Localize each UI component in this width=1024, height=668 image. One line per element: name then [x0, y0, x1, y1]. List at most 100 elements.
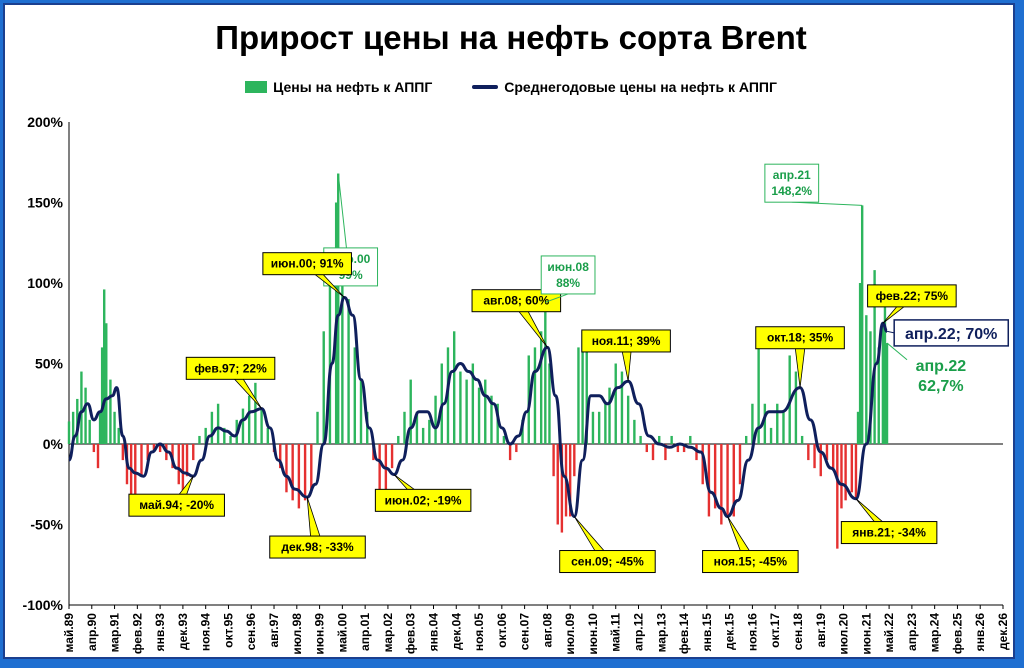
bar — [390, 444, 394, 469]
bar — [146, 444, 149, 461]
bar — [67, 421, 71, 444]
annotation-box — [269, 535, 366, 559]
bar — [98, 411, 102, 444]
x-tick-label: дек.15 — [723, 613, 737, 650]
bar — [614, 363, 617, 444]
bar — [769, 427, 773, 444]
x-tick-label: апр.01 — [358, 613, 372, 651]
bar — [508, 444, 512, 461]
bar — [651, 444, 655, 461]
bar — [819, 444, 822, 477]
bar — [198, 435, 201, 444]
bar — [100, 347, 104, 444]
bar — [604, 403, 607, 444]
annotation-box — [867, 284, 957, 308]
bar — [597, 411, 601, 444]
bar — [223, 427, 226, 444]
x-tick-label: май.89 — [62, 613, 76, 653]
annotation-box — [893, 319, 1010, 347]
bar — [71, 411, 75, 444]
x-tick-label: дек.04 — [449, 613, 463, 650]
bar — [471, 363, 475, 444]
bar — [831, 444, 835, 469]
x-tick-label: июл.98 — [290, 613, 304, 655]
bar — [152, 444, 156, 453]
x-tick-label: окт.06 — [495, 613, 509, 648]
bar — [856, 411, 860, 444]
y-tick-label: 0% — [43, 436, 64, 452]
bar — [782, 411, 785, 444]
x-tick-label: дек.26 — [996, 613, 1010, 650]
bar — [751, 403, 754, 444]
bar — [836, 444, 839, 549]
x-tick-label: ноя.16 — [745, 613, 759, 651]
bar — [247, 395, 251, 444]
bar — [96, 444, 100, 469]
bar — [585, 347, 588, 444]
annotation-label: фев.22; 75% — [876, 289, 949, 303]
bar — [813, 444, 816, 469]
x-tick-label: апр.90 — [85, 613, 99, 651]
annotation-label: июн.02; -19% — [385, 493, 462, 507]
bar — [88, 419, 91, 444]
bar — [873, 270, 876, 444]
bar — [241, 408, 245, 444]
legend-swatch-line — [472, 85, 499, 89]
bar — [291, 444, 294, 501]
y-tick-label: -100% — [23, 597, 64, 613]
bar — [745, 435, 748, 444]
annotation-label: 62,7% — [918, 378, 963, 395]
chart-legend: Цены на нефть к АППГ Среднегодовые цены … — [5, 79, 1017, 95]
bar — [254, 382, 257, 444]
x-tick-label: мар.91 — [108, 613, 122, 653]
bar — [465, 379, 468, 444]
bar — [633, 419, 636, 444]
annotation-label: апр.22; 70% — [905, 326, 997, 343]
annotation-label: 88% — [556, 276, 580, 290]
bar — [720, 444, 723, 525]
annotation-box — [540, 255, 596, 295]
bar — [776, 403, 779, 444]
annotation-box — [581, 329, 671, 353]
bar — [881, 323, 885, 444]
x-tick-label: мар.24 — [928, 613, 942, 653]
bar — [515, 444, 518, 453]
bar — [113, 411, 116, 444]
bar — [92, 444, 96, 453]
bar — [204, 427, 207, 444]
bar — [158, 444, 162, 453]
annotation-label: авг.08; 60% — [483, 294, 549, 308]
annotation-label: май.94; -20% — [139, 498, 214, 512]
x-tick-label: апр.23 — [905, 613, 919, 651]
x-tick-label: дек.93 — [176, 613, 190, 650]
x-tick-label: янв.93 — [153, 613, 167, 652]
bar — [484, 379, 487, 444]
legend-item-line: Среднегодовые цены на нефть к АППГ — [472, 79, 777, 95]
bar — [177, 444, 180, 485]
bar — [229, 435, 232, 444]
annotation-box — [262, 252, 352, 276]
bar — [883, 299, 887, 444]
annotation-box — [559, 550, 656, 574]
bar — [664, 444, 667, 461]
bar — [548, 363, 551, 444]
bar — [140, 444, 143, 477]
bar — [490, 395, 493, 444]
bar — [378, 444, 381, 501]
annotation-box — [471, 289, 562, 313]
annotation-label: 148,2% — [771, 184, 812, 198]
bar — [581, 331, 584, 444]
bar — [825, 444, 829, 461]
x-tick-label: фев.03 — [404, 613, 418, 654]
x-tick-label: авг.19 — [814, 613, 828, 648]
x-tick-label: мар.13 — [654, 613, 668, 653]
bar — [117, 427, 120, 444]
bar — [316, 411, 319, 444]
x-tick-label: фев.25 — [950, 613, 964, 654]
legend-label-line: Среднегодовые цены на нефть к АППГ — [504, 79, 777, 95]
bar — [421, 427, 425, 444]
bar — [181, 444, 185, 493]
bar — [103, 289, 106, 444]
bar — [676, 444, 680, 453]
bar — [303, 444, 307, 501]
